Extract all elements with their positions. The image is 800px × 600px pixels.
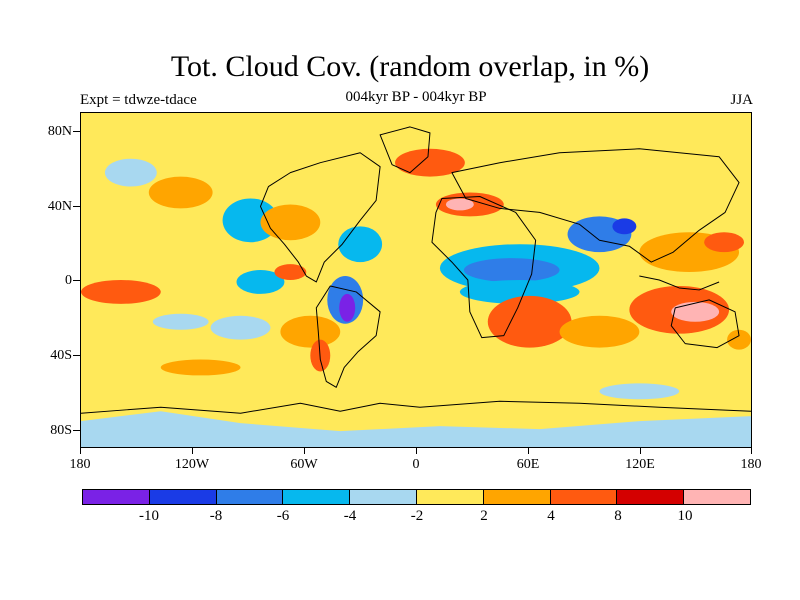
- north-america-outline: [259, 152, 381, 283]
- color-legend: [82, 489, 751, 505]
- south-america-patch: [280, 315, 341, 348]
- legend-swatch-9: [617, 490, 685, 504]
- legend-label-minus-6: -6: [276, 508, 290, 524]
- legend-label-minus-10: -10: [139, 508, 159, 524]
- lon-label-180w: 180: [69, 457, 91, 472]
- south-america-outline: [315, 285, 381, 388]
- maritime-continent-outline: [639, 275, 720, 291]
- lat-label-40s: 40S: [50, 348, 72, 363]
- india-minimum: [612, 218, 637, 235]
- lat-tick-40n: [73, 206, 80, 207]
- lon-label-120w: 120W: [174, 457, 210, 472]
- south-pacific-orange: [160, 359, 241, 376]
- pacific-north-orange: [148, 176, 213, 209]
- legend-swatch-10: [684, 490, 750, 504]
- east-pacific-patch: [236, 270, 285, 294]
- anomaly-patches: [81, 148, 751, 447]
- legend-label-minus-4: -4: [343, 508, 357, 524]
- legend-swatch-4: [283, 490, 351, 504]
- legend-label-4: 4: [547, 508, 555, 524]
- experiment-label: Expt = tdwze-tdace: [80, 92, 197, 108]
- map-subtitle: 004kyr BP - 004kyr BP: [345, 89, 487, 105]
- legend-swatch-1: [83, 490, 150, 504]
- mediterranean-maximum: [445, 198, 474, 211]
- west-pacific-patch: [81, 280, 161, 304]
- legend-swatch-5: [350, 490, 417, 504]
- lat-tick-80n: [73, 131, 80, 132]
- lat-tick-40s: [73, 355, 80, 356]
- continent-outlines: [81, 126, 751, 414]
- lon-tick-120w: [192, 448, 193, 454]
- north-atlantic-patch: [395, 148, 465, 177]
- indian-ocean-patch: [599, 383, 680, 400]
- legend-swatch-2: [149, 490, 217, 504]
- legend-label-8: 8: [614, 508, 622, 524]
- caribbean-patch: [338, 226, 383, 263]
- legend-label-2: 2: [480, 508, 488, 524]
- lat-tick-equator: [73, 280, 80, 281]
- lon-label-180e: 180: [740, 457, 762, 472]
- lon-tick-60w: [304, 448, 305, 454]
- lon-tick-180w: [80, 448, 81, 454]
- lat-label-40n: 40N: [47, 199, 72, 214]
- lat-label-equator: 0: [65, 273, 72, 288]
- lon-label-60e: 60E: [516, 457, 540, 472]
- southern-africa-patch: [487, 295, 572, 348]
- map-canvas: [81, 113, 751, 447]
- gulf-guinea-patch: [459, 280, 580, 304]
- central-pacific-patch: [222, 198, 279, 243]
- lon-tick-180e: [751, 448, 752, 454]
- north-pacific-patch: [104, 158, 157, 187]
- greenland-outline: [379, 126, 431, 174]
- lon-tick-0: [416, 448, 417, 454]
- legend-label-10: 10: [677, 508, 693, 524]
- pacific-south-orange: [727, 329, 751, 350]
- africa-outline: [431, 196, 537, 339]
- south-pacific-patch: [210, 315, 271, 340]
- lon-tick-60e: [528, 448, 529, 454]
- season-label: JJA: [730, 92, 753, 108]
- cloud-cover-map: [80, 112, 752, 448]
- eurasia-outline: [451, 148, 740, 263]
- legend-label-minus-8: -8: [209, 508, 223, 524]
- lat-tick-80s: [73, 430, 80, 431]
- lon-label-0: 0: [412, 457, 420, 472]
- legend-label-minus-2: -2: [410, 508, 424, 524]
- amazon-minimum: [339, 293, 356, 322]
- southern-ocean-patch: [81, 411, 751, 447]
- lon-tick-120e: [640, 448, 641, 454]
- legend-swatch-3: [216, 490, 284, 504]
- central-america-patch: [274, 264, 307, 280]
- lat-label-80n: 80N: [47, 124, 72, 139]
- lon-label-60w: 60W: [290, 457, 318, 472]
- australia-maximum: [671, 301, 720, 322]
- legend-swatch-8: [550, 490, 618, 504]
- antarctica-outline: [81, 400, 751, 414]
- lon-label-120e: 120E: [625, 457, 655, 472]
- australia-outline: [670, 299, 740, 349]
- tropical-pacific-patch: [152, 313, 209, 330]
- legend-swatch-6: [416, 490, 484, 504]
- west-pacific-north-patch: [704, 232, 745, 253]
- indian-ocean-orange: [559, 315, 640, 348]
- sahel-core: [463, 258, 560, 282]
- north-america-patch: [260, 204, 321, 241]
- legend-swatch-7: [483, 490, 551, 504]
- map-title: Tot. Cloud Cov. (random overlap, in %): [170, 50, 650, 83]
- lat-label-80s: 80S: [50, 423, 72, 438]
